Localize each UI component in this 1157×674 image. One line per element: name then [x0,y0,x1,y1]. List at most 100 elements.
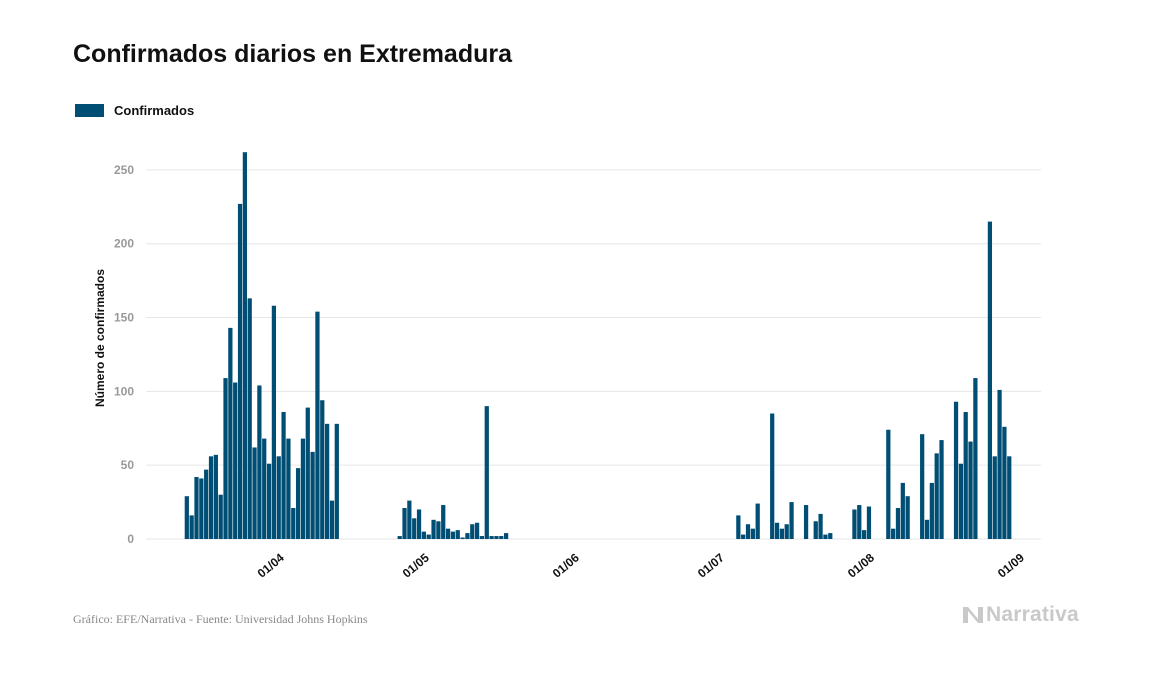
bar [905,496,910,539]
bar [397,536,402,539]
bar [213,454,218,539]
y-tick-label: 50 [121,458,135,472]
bar [431,519,436,539]
bar [305,407,310,539]
bar [247,298,252,539]
bar [992,456,997,539]
bar [460,537,465,539]
bar [310,451,315,539]
bar [504,533,509,539]
y-tick-label: 250 [114,163,134,177]
bar [895,508,901,539]
bar [184,496,189,539]
bar [407,500,412,539]
bar [857,505,862,539]
bar [455,530,460,539]
bar [295,468,301,539]
x-tick-label: 01/07 [695,550,727,580]
brand-logo: Narrativa [963,603,1079,627]
bar [421,531,426,539]
bar [218,494,223,539]
bar [325,423,330,539]
bars [184,152,1012,539]
x-tick-label: 01/05 [400,550,432,580]
bar [866,506,872,539]
narrativa-logo-icon [963,607,983,623]
bar [262,438,267,539]
bar [223,378,228,539]
bar [987,221,993,539]
bar [300,438,306,539]
bar [426,534,431,539]
bar [803,505,809,539]
bar [828,533,833,539]
bar [233,382,238,539]
bar [779,528,784,539]
bar [189,515,194,539]
bar [886,429,891,539]
chart-title: Confirmados diarios en Extremadura [73,40,513,68]
bar [257,385,262,539]
y-tick-label: 100 [114,384,134,398]
bar [470,524,475,539]
bar [315,311,320,539]
bar [228,327,233,539]
bar [271,305,277,539]
bar [474,522,480,539]
x-axis-ticks: 01/04 01/05 01/06 01/07 01/08 01/09 [255,550,1027,580]
bar [750,528,755,539]
bar [968,441,973,539]
bar [402,508,407,539]
bar [281,412,286,539]
bar [266,463,272,539]
legend-label-confirmados: Confirmados [114,103,195,118]
bar [208,456,214,539]
bar [1002,426,1007,539]
bar [479,536,485,539]
x-tick-label: 01/06 [550,550,582,580]
bar [774,522,780,539]
bar [770,413,775,539]
bar [784,524,789,539]
bar [745,524,751,539]
bar [963,412,968,539]
y-tick-label: 0 [127,532,134,546]
bar [445,528,451,539]
bar [291,508,296,539]
bar [920,434,925,539]
bar [900,482,905,539]
bar [973,378,978,539]
bar [489,536,494,539]
legend: Confirmados [75,103,194,118]
bar [939,440,944,539]
bar [334,423,339,539]
bar [813,521,818,539]
brand-name: Narrativa [986,603,1079,626]
legend-swatch-confirmados [75,104,104,117]
bar [789,502,794,539]
bar [823,534,828,539]
bar [953,401,959,539]
bar [237,203,243,539]
y-axis-title: Número de confirmados [93,269,107,407]
bar [862,530,867,539]
bar [286,438,291,539]
bar [934,453,939,539]
bar [204,469,209,539]
y-tick-label: 150 [114,311,134,325]
x-tick-label: 01/09 [995,550,1027,580]
bar [416,509,422,539]
bar [276,456,281,539]
bar [924,519,930,539]
bar [891,528,896,539]
bar [1007,456,1012,539]
bar [441,505,446,539]
bar [755,503,760,539]
bar [736,515,741,539]
bar [242,152,247,539]
bar [958,463,963,539]
bar [465,533,470,539]
bar [494,536,499,539]
x-tick-label: 01/04 [255,550,287,580]
